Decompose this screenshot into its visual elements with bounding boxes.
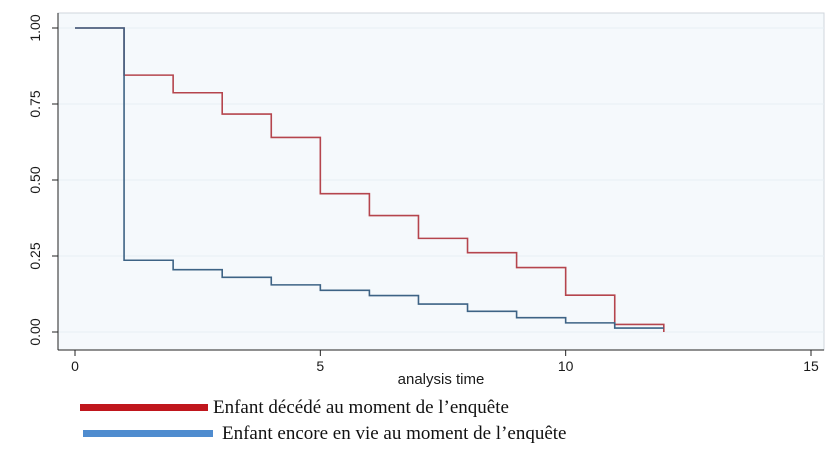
series-line-alive bbox=[75, 27, 664, 329]
legend-label-alive: Enfant encore en vie au moment de l’enqu… bbox=[222, 423, 567, 444]
x-tick-label: 10 bbox=[558, 358, 574, 374]
y-tick-label: 1.00 bbox=[27, 14, 43, 41]
grid-lines bbox=[58, 27, 824, 333]
y-tick-label: 0.25 bbox=[27, 242, 43, 269]
y-tick-label: 0.50 bbox=[27, 166, 43, 193]
axis-ticks: 0.00 0.25 0.50 0.75 1.00 0 5 10 15 bbox=[27, 14, 819, 374]
legend-swatch-alive bbox=[83, 430, 213, 437]
x-tick-label: 15 bbox=[803, 358, 819, 374]
x-axis-label: analysis time bbox=[398, 371, 485, 388]
legend-label-deceased: Enfant décédé au moment de l’enquête bbox=[213, 397, 509, 418]
series-lines bbox=[75, 27, 665, 332]
plot-area bbox=[58, 13, 824, 350]
x-tick-label: 5 bbox=[316, 358, 324, 374]
y-tick-label: 0.75 bbox=[27, 90, 43, 117]
x-tick-label: 0 bbox=[71, 358, 79, 374]
series-line-deceased bbox=[75, 27, 665, 332]
legend-swatch-deceased bbox=[80, 404, 208, 411]
y-tick-label: 0.00 bbox=[27, 318, 43, 345]
survival-chart: 0.00 0.25 0.50 0.75 1.00 0 5 10 15 analysis time bbox=[27, 12, 825, 388]
